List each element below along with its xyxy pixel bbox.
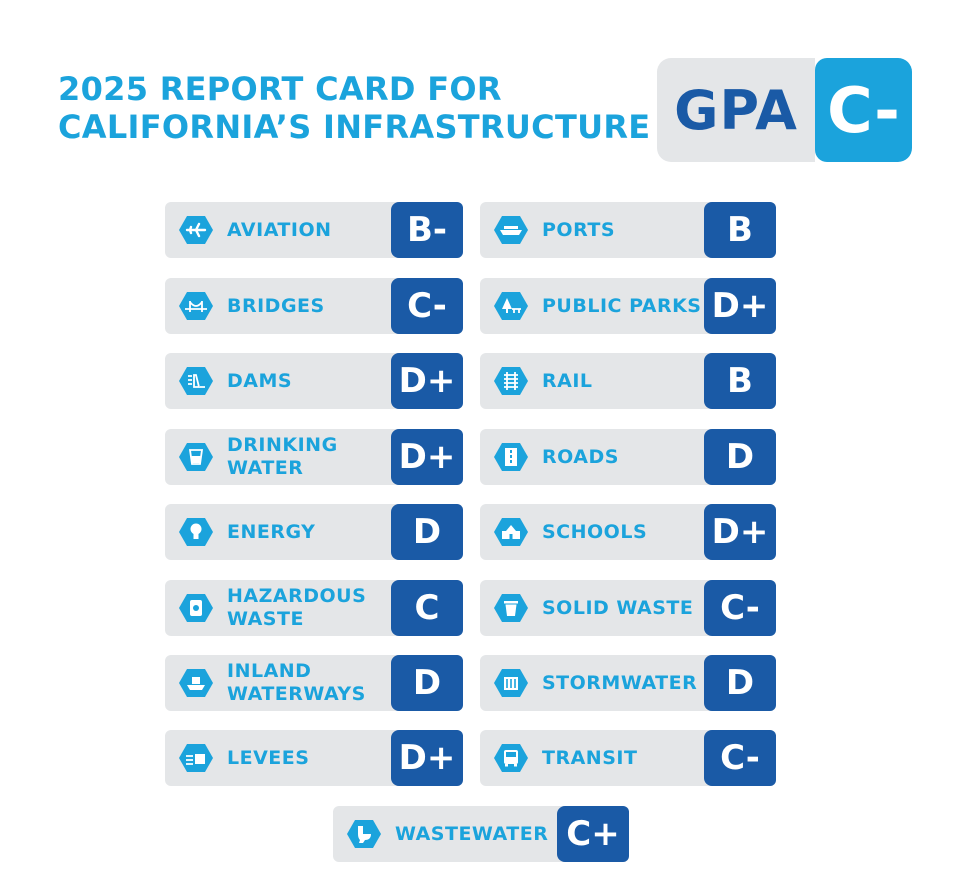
grade-value: D+	[391, 429, 463, 485]
category-label: PORTS	[542, 218, 615, 241]
lightbulb-icon	[179, 517, 213, 547]
page-title-line1: 2025 REPORT CARD FOR	[58, 70, 502, 108]
category-label-2: WATER	[227, 457, 304, 479]
grade-value: D	[391, 504, 463, 560]
grade-value: D	[704, 655, 776, 711]
bus-icon	[494, 743, 528, 773]
grade-value: D	[704, 429, 776, 485]
grade-card-solid-waste: SOLID WASTE C-	[480, 580, 776, 636]
category-label: TRANSIT	[542, 746, 638, 769]
gpa-label: GPA	[657, 58, 815, 162]
grade-card-inland-waterways: INLAND WATERWAYS D	[165, 655, 463, 711]
grade-value: C+	[557, 806, 629, 862]
category-label: ROADS	[542, 445, 619, 468]
gpa-grade: C-	[815, 58, 912, 162]
category-label: PUBLIC PARKS	[542, 294, 702, 317]
water-glass-icon	[179, 442, 213, 472]
category-label: ENERGY	[227, 520, 316, 543]
grade-card-ports: PORTS B	[480, 202, 776, 258]
ship-icon	[494, 215, 528, 245]
school-icon	[494, 517, 528, 547]
category-label: DAMS	[227, 369, 293, 392]
category-label: BRIDGES	[227, 294, 325, 317]
category-label: DRINKING	[227, 434, 338, 456]
grade-card-schools: SCHOOLS D+	[480, 504, 776, 560]
page-title-line2: CALIFORNIA’S INFRASTRUCTURE	[58, 108, 651, 146]
trash-can-icon	[494, 593, 528, 623]
category-label: LEVEES	[227, 746, 310, 769]
grade-card-public-parks: PUBLIC PARKS D+	[480, 278, 776, 334]
category-label-2: WASTE	[227, 608, 304, 630]
category-label: RAIL	[542, 369, 593, 392]
grade-value: D+	[391, 730, 463, 786]
grade-card-transit: TRANSIT C-	[480, 730, 776, 786]
grade-card-levees: LEVEES D+	[165, 730, 463, 786]
toilet-icon	[347, 819, 381, 849]
gpa-badge: GPA C-	[657, 58, 912, 162]
grade-card-rail: RAIL B	[480, 353, 776, 409]
airplane-icon	[179, 215, 213, 245]
grade-value: C-	[704, 580, 776, 636]
boat-icon	[179, 668, 213, 698]
grade-value: D+	[704, 504, 776, 560]
bridge-icon	[179, 291, 213, 321]
category-label: INLAND	[227, 660, 312, 682]
category-label: AVIATION	[227, 218, 332, 241]
rail-icon	[494, 366, 528, 396]
hazard-barrel-icon	[179, 593, 213, 623]
grade-value: D+	[704, 278, 776, 334]
grade-card-hazardous-waste: HAZARDOUS WASTE C	[165, 580, 463, 636]
category-label: SOLID WASTE	[542, 596, 694, 619]
grade-card-energy: ENERGY D	[165, 504, 463, 560]
category-label: SCHOOLS	[542, 520, 648, 543]
grade-card-aviation: AVIATION B-	[165, 202, 463, 258]
page-title: 2025 REPORT CARD FOR CALIFORNIA’S INFRAS…	[58, 70, 650, 146]
grade-card-dams: DAMS D+	[165, 353, 463, 409]
category-label-2: WATERWAYS	[227, 683, 366, 705]
grade-value: B	[704, 202, 776, 258]
storm-drain-icon	[494, 668, 528, 698]
category-label: HAZARDOUS	[227, 585, 367, 607]
grade-card-stormwater: STORMWATER D	[480, 655, 776, 711]
grade-value: C-	[704, 730, 776, 786]
grade-value: D	[391, 655, 463, 711]
dam-icon	[179, 366, 213, 396]
grade-card-drinking-water: DRINKING WATER D+	[165, 429, 463, 485]
grade-value: B	[704, 353, 776, 409]
grade-value: D+	[391, 353, 463, 409]
category-label: WASTEWATER	[395, 822, 549, 845]
grade-value: C-	[391, 278, 463, 334]
category-label: STORMWATER	[542, 671, 698, 694]
grade-card-roads: ROADS D	[480, 429, 776, 485]
grade-card-wastewater: WASTEWATER C+	[333, 806, 629, 862]
grade-card-bridges: BRIDGES C-	[165, 278, 463, 334]
levee-icon	[179, 743, 213, 773]
grade-value: C	[391, 580, 463, 636]
road-icon	[494, 442, 528, 472]
park-icon	[494, 291, 528, 321]
grade-value: B-	[391, 202, 463, 258]
